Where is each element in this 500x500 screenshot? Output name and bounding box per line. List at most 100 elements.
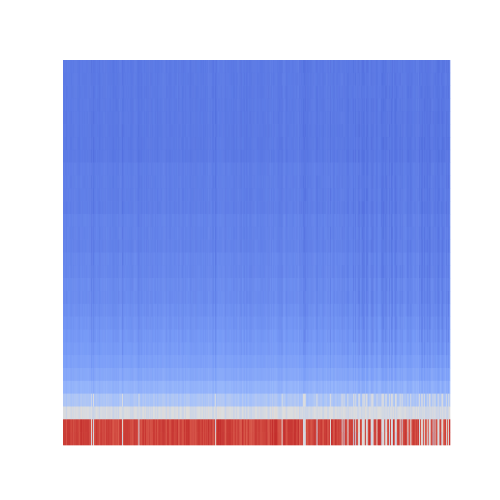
heatmap-cell: [392, 111, 395, 125]
heatmap-cell: [277, 137, 280, 151]
heatmap-cell: [228, 137, 230, 151]
heatmap-cell: [234, 98, 236, 112]
heatmap-cell: [182, 175, 185, 189]
heatmap-cell: [294, 124, 296, 138]
heatmap-cell: [228, 124, 230, 138]
heatmap-cell: [322, 162, 324, 176]
heatmap-cell: [128, 60, 131, 74]
heatmap-cell: [184, 85, 187, 99]
heatmap-cell: [147, 124, 149, 138]
heatmap-cell: [361, 111, 364, 125]
heatmap-cell: [443, 111, 445, 125]
heatmap-cell: [219, 162, 222, 176]
heatmap-cell: [300, 98, 302, 112]
heatmap-cell: [161, 72, 163, 86]
heatmap-cell: [123, 149, 126, 163]
heatmap-cell: [394, 85, 397, 99]
heatmap-cell: [65, 98, 68, 112]
heatmap-cell: [317, 149, 319, 163]
heatmap-cell: [374, 175, 376, 189]
heatmap-cell: [85, 124, 87, 138]
heatmap-cell: [311, 175, 313, 189]
heatmap-cell: [103, 149, 105, 163]
heatmap-cell: [371, 85, 373, 99]
heatmap-cell: [165, 175, 167, 189]
heatmap-cell: [116, 162, 118, 176]
heatmap-cell: [197, 188, 199, 202]
heatmap-cell: [355, 162, 357, 176]
heatmap-cell: [69, 188, 72, 202]
heatmap-cell: [259, 137, 261, 151]
heatmap-cell: [267, 137, 269, 151]
heatmap-cell: [143, 124, 145, 138]
heatmap-cell: [443, 60, 445, 74]
heatmap-cell: [79, 111, 81, 125]
heatmap-cell: [129, 124, 132, 138]
heatmap-cell: [138, 98, 140, 112]
heatmap-cell: [378, 124, 380, 138]
heatmap-cell: [104, 72, 106, 86]
heatmap-cell: [123, 60, 126, 74]
heatmap-cell: [280, 175, 282, 189]
heatmap-cell: [372, 124, 374, 138]
heatmap-cell: [81, 137, 83, 151]
heatmap-cell: [163, 162, 165, 176]
heatmap-cell: [125, 137, 128, 151]
heatmap-cell: [145, 60, 147, 74]
heatmap-cell: [303, 149, 306, 163]
heatmap-cell: [146, 175, 148, 189]
heatmap-cell: [191, 98, 193, 112]
heatmap-cell: [163, 60, 165, 74]
heatmap-cell: [301, 188, 303, 202]
heatmap-cell: [376, 124, 378, 138]
heatmap-cell: [171, 149, 173, 163]
heatmap-cell: [169, 111, 171, 125]
heatmap-cell: [77, 60, 79, 74]
heatmap-cell: [226, 149, 228, 163]
heatmap-cell: [243, 111, 246, 125]
heatmap-cell: [413, 111, 415, 125]
heatmap-cell: [100, 137, 102, 151]
heatmap-cell: [141, 137, 143, 151]
heatmap-cell: [113, 124, 115, 138]
heatmap-cell: [68, 85, 71, 99]
heatmap-cell: [154, 188, 157, 202]
heatmap-cell: [284, 124, 286, 138]
heatmap-cell: [130, 162, 132, 176]
heatmap-cell: [182, 188, 185, 202]
heatmap-cell: [298, 72, 300, 86]
heatmap-cell: [117, 175, 119, 189]
heatmap-cell: [137, 60, 139, 74]
heatmap-cell: [241, 137, 244, 151]
heatmap-cell: [162, 175, 164, 189]
heatmap-cell: [95, 162, 98, 176]
heatmap-cell: [120, 162, 122, 176]
heatmap-cell: [344, 149, 346, 163]
heatmap-cell: [281, 98, 283, 112]
heatmap-cell: [379, 111, 381, 125]
heatmap-cell: [214, 124, 217, 138]
heatmap-cell: [152, 188, 155, 202]
heatmap-cell: [98, 111, 101, 125]
heatmap-cell: [318, 111, 320, 125]
heatmap-cell: [445, 98, 447, 112]
heatmap-cell: [91, 60, 93, 74]
heatmap-cell: [164, 188, 166, 202]
heatmap-cell: [220, 72, 222, 86]
heatmap-cell: [324, 60, 326, 74]
heatmap-cell: [266, 162, 268, 176]
heatmap-cell: [330, 60, 332, 74]
heatmap-cell: [274, 85, 277, 99]
heatmap-cell: [436, 72, 438, 86]
heatmap-cell: [176, 111, 178, 125]
heatmap-cell: [265, 85, 267, 99]
heatmap-cell: [366, 124, 369, 138]
heatmap-cell: [146, 72, 148, 86]
heatmap-cell: [377, 149, 379, 163]
heatmap-cell: [355, 149, 357, 163]
heatmap-cell: [439, 85, 441, 99]
heatmap-cell: [432, 98, 434, 112]
heatmap-cell: [379, 72, 381, 86]
heatmap-cell: [223, 85, 225, 99]
heatmap-cell: [353, 149, 355, 163]
